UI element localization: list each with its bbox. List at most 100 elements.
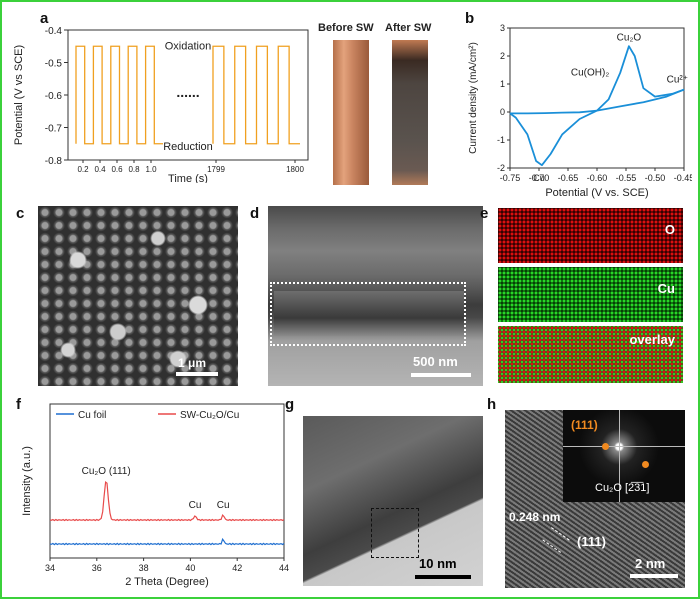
panel-a-xtick-label: 1799 [207, 165, 225, 174]
panel-a-reduction-label: Reduction [163, 141, 213, 153]
panel-f-legend-cu-foil: Cu foil [78, 410, 106, 421]
panel-b-ytick-label: -2 [497, 163, 505, 173]
panel-d-selection-box [270, 282, 466, 346]
panel-b-chart: -0.75 -0.70 -0.65 -0.60 -0.55 -0.50 -0.45 -2 -1 0… [468, 23, 692, 199]
panel-b-letter: b [465, 10, 475, 27]
sem-cross-section-image: 500 nm [268, 206, 483, 386]
fft-horizontal-streak [563, 446, 685, 447]
panel-a-xtick-label: 1.0 [145, 165, 157, 174]
panel-d-scalebar-label: 500 nm [413, 354, 458, 369]
panel-a-xtick-label: 0.6 [111, 165, 123, 174]
panel-b-ytick-label: 2 [500, 51, 505, 61]
panel-a-wave-right [212, 45, 300, 145]
panel-g-scalebar-line [415, 575, 471, 579]
panel-a-ylabel: Potential (V vs SCE) [13, 45, 25, 145]
eds-map-copper: Cu [498, 267, 683, 322]
panel-c-letter: c [16, 205, 25, 222]
panel-f-xtick-label: 42 [232, 563, 242, 573]
panel-f-series-cu-foil [49, 537, 285, 546]
fft-spot-upper [602, 443, 609, 450]
lattice-marker-lines [542, 527, 570, 553]
panel-b-ytick-label: -1 [497, 135, 505, 145]
eds-map-copper-label: Cu [657, 281, 675, 296]
after-sw-strip-photo [392, 40, 428, 185]
panel-b-xtick-label: -0.60 [587, 173, 608, 183]
panel-b-cu2o-label: Cu₂O [617, 33, 642, 44]
panel-d-letter: d [250, 205, 260, 222]
panel-b-ytick-label: 0 [500, 107, 505, 117]
panel-a-letter: a [40, 10, 49, 27]
panel-a-ytick-label: -0.5 [45, 59, 63, 70]
panel-b-ylabel: Current density (mA/cm²) [468, 42, 479, 154]
panel-f-xtick-label: 34 [45, 563, 55, 573]
panel-f-xtick-label: 44 [279, 563, 289, 573]
panel-f-legend-sw: SW-Cu₂O/Cu [180, 410, 239, 421]
panel-a-before-label: Before SW [318, 22, 374, 34]
panel-a-chart: -0.4 -0.5 -0.6 -0.7 -0.8 Potential (V vs SCE)… [13, 26, 309, 183]
panel-b-xtick-label: -0.75 [500, 173, 521, 183]
panel-g-scalebar-label: 10 nm [419, 556, 457, 571]
panel-b-reverse-scan [509, 88, 685, 167]
panel-a-ytick-label: -0.8 [45, 156, 63, 167]
panel-h-scalebar-label: 2 nm [635, 556, 666, 571]
panel-a-ytick-label: -0.4 [45, 26, 63, 37]
panel-a-ytick-label: -0.7 [45, 124, 63, 135]
panel-b-xlabel: Potential (V vs. SCE) [545, 187, 648, 199]
panel-c-scalebar-line [176, 372, 218, 376]
panel-b-xtick-label: -0.50 [645, 173, 666, 183]
panel-e-letter: e [480, 205, 489, 222]
panel-f-xtick-label: 38 [139, 563, 149, 573]
panel-d-scalebar-line [411, 373, 471, 377]
panel-f-xtick-label: 36 [92, 563, 102, 573]
hrtem-image: (111) Cu₂O [2̅3̅1] 0.248 nm (111) 2 nm [505, 410, 685, 588]
panel-a-xlabel: Time (s) [168, 173, 208, 183]
panel-b-cuoh2-label: Cu(OH)₂ [571, 68, 609, 79]
fft-inset: (111) Cu₂O [2̅3̅1] [563, 410, 685, 502]
panel-a-ellipsis: ...... [176, 84, 199, 100]
panel-f-xtick-label: 40 [185, 563, 195, 573]
panel-h-letter: h [487, 396, 497, 413]
eds-map-overlay: overlay [498, 326, 683, 383]
panel-f-series-sw-cu2o [49, 480, 285, 522]
fft-zone-axis-label: Cu₂O [2̅3̅1] [595, 482, 650, 494]
panel-g-letter: g [285, 396, 295, 413]
eds-map-oxygen-label: O [664, 222, 675, 237]
before-sw-strip-photo [333, 40, 369, 185]
panel-d-layer-band [274, 291, 464, 336]
eds-map-oxygen: O [498, 208, 683, 263]
panel-a-xtick-label: 0.2 [77, 165, 89, 174]
panel-g-zoom-box [371, 508, 419, 558]
tem-image: 10 nm [303, 416, 483, 586]
panel-a-after-label: After SW [385, 22, 432, 34]
panel-b-xtick-label: -0.55 [616, 173, 637, 183]
panel-a-xtick-label: 0.8 [128, 165, 140, 174]
panel-f-peak-cu-a: Cu [189, 500, 202, 511]
panel-f-peak-cu-b: Cu [217, 500, 230, 511]
panel-f-chart: 34 36 38 40 42 44 2 Theta (Degree) Intensity (a… [21, 403, 289, 588]
sem-surface-image: 1 μm [38, 206, 238, 386]
panel-a-xtick-label: 1800 [286, 165, 304, 174]
fft-vertical-streak [619, 410, 620, 502]
panel-f-ylabel: Intensity (a.u.) [21, 446, 33, 516]
panel-b-ytick-label: 3 [500, 23, 505, 33]
fft-spot-label: (111) [571, 418, 598, 432]
panel-a-xtick-label: 0.4 [94, 165, 106, 174]
fft-spot-lower [642, 461, 649, 468]
panel-b-xtick-label: -0.45 [674, 173, 692, 183]
panel-a-ytick-label: -0.6 [45, 91, 63, 102]
panel-f-peak-cu2o-111: Cu₂O (111) [82, 466, 131, 477]
panel-a-wave-left [75, 45, 163, 145]
panel-c-scalebar-label: 1 μm [178, 356, 207, 370]
panel-b-cu-label: Cu [533, 173, 545, 183]
panel-b-forward-scan [510, 45, 685, 115]
panel-b-xtick-label: -0.70 [529, 173, 550, 183]
panel-a-oxidation-label: Oxidation [165, 40, 211, 52]
lattice-spacing-label: 0.248 nm [509, 510, 561, 524]
eds-map-overlay-label: overlay [629, 332, 675, 347]
panel-b-ytick-label: 1 [500, 79, 505, 89]
panel-f-xlabel: 2 Theta (Degree) [125, 576, 209, 588]
panel-h-scalebar-line [630, 574, 678, 578]
panel-b-cu2plus-label: Cu²⁺ [667, 75, 688, 86]
lattice-plane-label: (111) [577, 534, 606, 549]
